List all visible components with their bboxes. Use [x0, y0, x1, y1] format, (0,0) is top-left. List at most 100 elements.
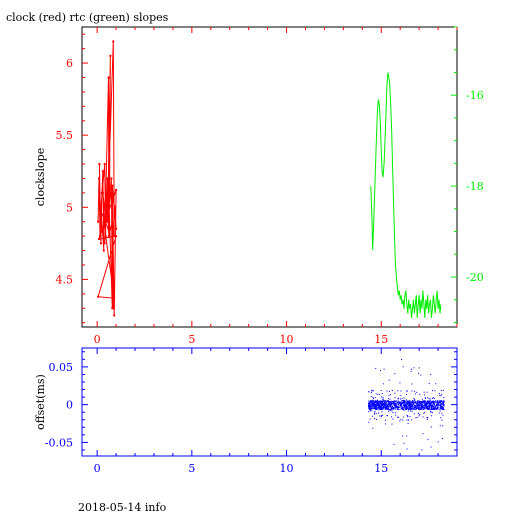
- offset-point: [428, 409, 430, 411]
- offset-point: [374, 397, 376, 399]
- offset-point: [399, 403, 401, 405]
- offset-point: [415, 417, 417, 419]
- clock-point: [115, 227, 118, 230]
- offset-point: [436, 403, 438, 405]
- top-y2-tick-label: -20: [466, 271, 484, 284]
- offset-point: [386, 408, 387, 410]
- offset-point: [412, 401, 414, 403]
- offset-point: [426, 407, 428, 409]
- clock-point: [99, 242, 102, 245]
- offset-point: [439, 402, 441, 404]
- offset-point: [419, 393, 421, 395]
- offset-point: [396, 406, 398, 407]
- offset-point: [386, 415, 388, 417]
- offset-point: [420, 374, 422, 376]
- offset-point: [408, 407, 410, 409]
- offset-point: [378, 412, 380, 414]
- offset-point: [438, 392, 440, 394]
- offset-point: [369, 406, 371, 408]
- offset-point: [396, 402, 398, 404]
- offset-point: [439, 410, 441, 412]
- clock-point: [113, 297, 116, 300]
- offset-point: [388, 410, 390, 412]
- offset-point: [412, 406, 414, 407]
- offset-point: [415, 402, 417, 404]
- offset-point: [419, 401, 421, 403]
- offset-point: [394, 401, 396, 402]
- offset-point: [437, 405, 439, 407]
- offset-point: [422, 401, 424, 403]
- offset-point: [392, 405, 394, 407]
- offset-point: [371, 410, 373, 412]
- offset-point: [408, 400, 410, 402]
- offset-point: [428, 401, 430, 403]
- offset-point: [443, 409, 445, 410]
- offset-point: [440, 390, 442, 392]
- clock-point: [112, 40, 115, 43]
- offset-point: [422, 406, 424, 408]
- clock-point: [115, 235, 118, 238]
- top-x-tick-label: 10: [280, 333, 294, 346]
- offset-point: [424, 404, 426, 406]
- offset-point: [401, 359, 403, 360]
- offset-point: [382, 406, 384, 408]
- offset-point: [369, 410, 371, 412]
- clock-point: [98, 177, 101, 180]
- offset-point: [379, 415, 381, 417]
- offset-point: [423, 400, 425, 402]
- offset-point: [409, 408, 411, 410]
- offset-point: [439, 425, 441, 427]
- offset-point: [390, 405, 392, 407]
- offset-point: [376, 402, 378, 404]
- offset-point: [379, 402, 381, 404]
- offset-point: [435, 383, 437, 385]
- offset-point: [423, 400, 425, 402]
- offset-point: [368, 391, 370, 393]
- offset-point: [373, 407, 375, 409]
- offset-point: [429, 408, 431, 410]
- offset-point: [419, 414, 421, 416]
- offset-point: [377, 406, 379, 408]
- offset-point: [379, 402, 381, 403]
- offset-point: [407, 404, 409, 406]
- offset-point: [440, 417, 442, 419]
- offset-point: [388, 406, 390, 408]
- offset-point: [412, 408, 414, 410]
- offset-point: [385, 404, 387, 406]
- offset-point: [404, 402, 406, 404]
- offset-point: [437, 406, 439, 408]
- offset-point: [429, 404, 431, 406]
- clock-point: [98, 235, 101, 238]
- offset-point: [369, 418, 371, 420]
- offset-point: [404, 407, 406, 409]
- offset-point: [371, 389, 373, 391]
- offset-point: [420, 409, 422, 410]
- offset-point: [432, 405, 434, 407]
- offset-point: [379, 406, 381, 408]
- offset-point: [401, 407, 403, 409]
- offset-point: [407, 400, 409, 402]
- offset-point: [413, 400, 415, 402]
- offset-point: [409, 402, 411, 404]
- offset-point: [414, 393, 416, 395]
- offset-point: [421, 401, 423, 403]
- clock-point: [97, 295, 100, 298]
- offset-point: [424, 411, 426, 413]
- offset-point: [372, 396, 374, 398]
- offset-point: [405, 399, 407, 401]
- offset-point: [421, 408, 423, 410]
- offset-point: [377, 393, 379, 395]
- offset-point: [427, 405, 429, 407]
- offset-point: [377, 400, 379, 402]
- offset-point: [371, 404, 373, 405]
- offset-point: [418, 400, 420, 402]
- offset-point: [369, 407, 371, 409]
- offset-point: [388, 401, 390, 403]
- clock-point: [103, 242, 106, 245]
- offset-point: [394, 373, 396, 375]
- clock-series: [97, 40, 118, 317]
- rtc-line: [370, 72, 442, 318]
- offset-point: [439, 407, 441, 409]
- offset-point: [399, 398, 401, 400]
- offset-point: [408, 408, 409, 410]
